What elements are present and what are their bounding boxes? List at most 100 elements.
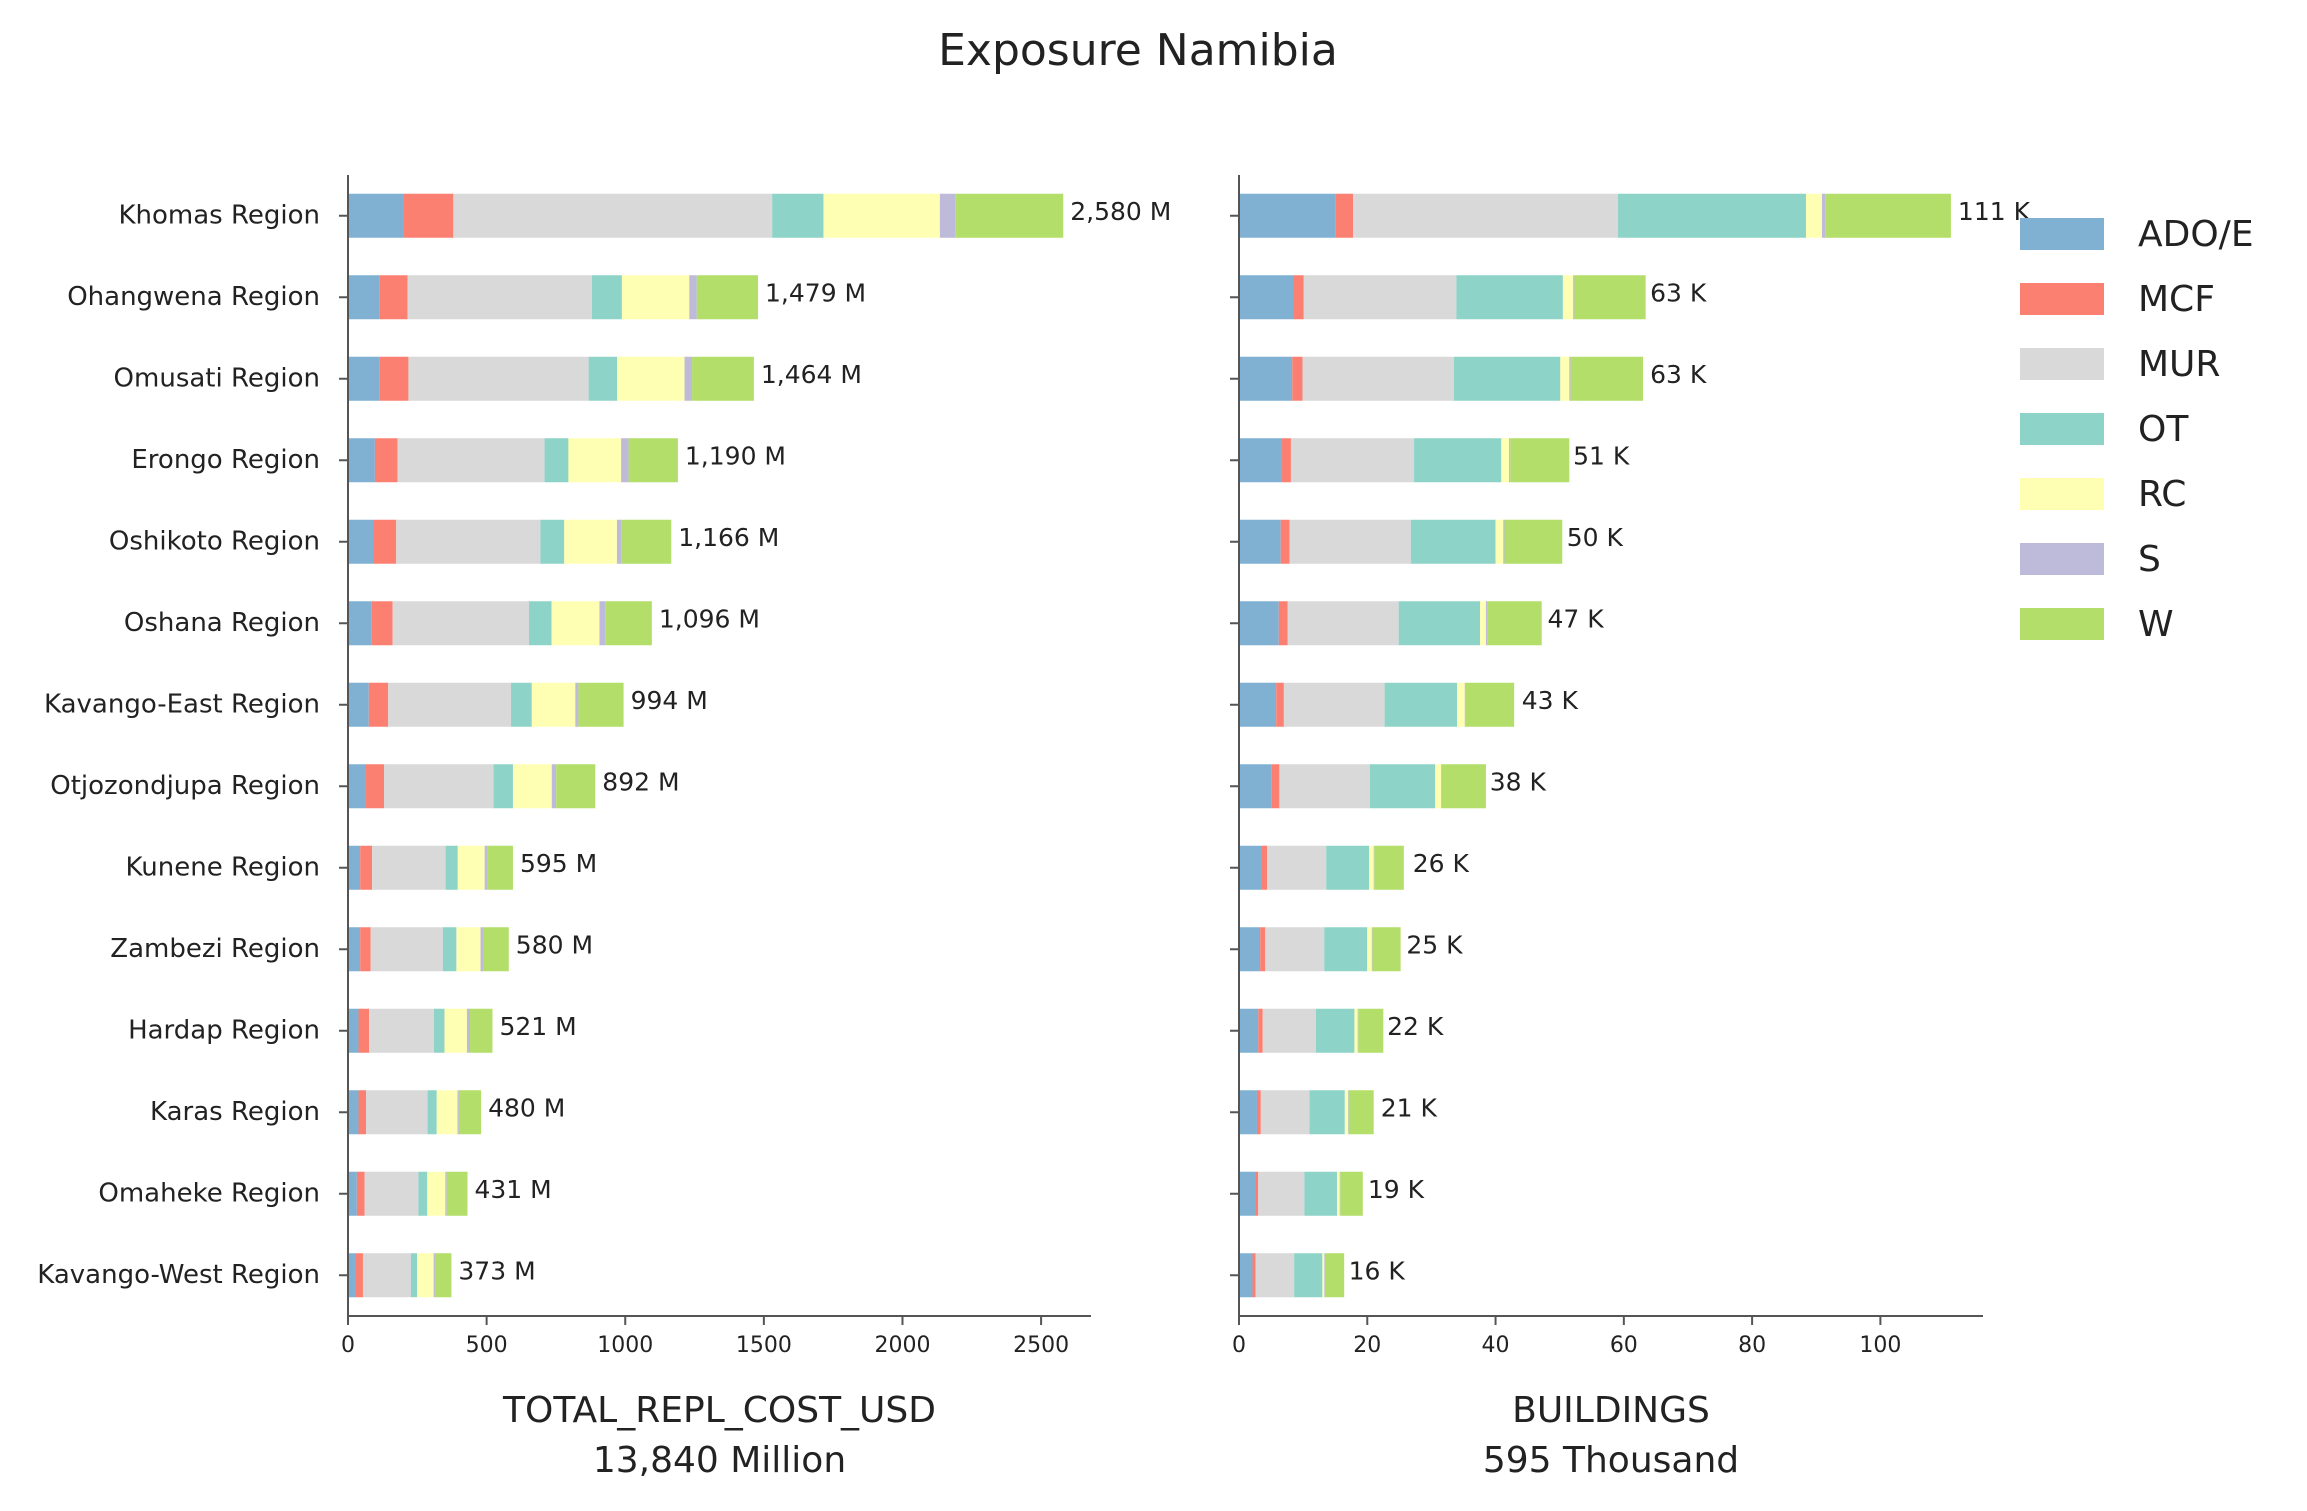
total-label: 19 K <box>1368 1175 1425 1204</box>
bar-segment <box>1239 438 1282 483</box>
x-axis-note: 595 Thousand <box>1483 1440 1739 1481</box>
bar-segment <box>458 1090 482 1135</box>
bar-segment <box>453 193 773 238</box>
y-tick-label: Kavango-West Region <box>37 1260 320 1290</box>
bar-segment <box>692 356 754 401</box>
bar-segment <box>348 1253 356 1298</box>
bar-segment <box>1348 1090 1374 1135</box>
bar-segment <box>1485 601 1488 646</box>
bar-segment <box>591 275 622 320</box>
bar-segment <box>1371 927 1373 972</box>
legend-label: MUR <box>2138 344 2220 385</box>
bar-segment <box>1239 519 1281 564</box>
bar-segment <box>1562 275 1574 320</box>
total-label: 2,580 M <box>1070 197 1171 226</box>
legend-swatch <box>2020 478 2104 510</box>
x-tick-label: 0 <box>341 1333 355 1358</box>
bar-segment <box>1267 845 1327 890</box>
bar-segment <box>1289 519 1411 564</box>
total-label: 63 K <box>1650 360 1707 389</box>
bar-segment <box>1276 682 1284 727</box>
bar-segment <box>628 438 678 483</box>
x-tick-label: 40 <box>1482 1333 1510 1358</box>
bar-segment <box>1239 275 1294 320</box>
x-tick-label: 0 <box>1232 1333 1246 1358</box>
bar-segment <box>456 927 481 972</box>
bar-segment <box>1322 1253 1325 1298</box>
bar-segment <box>1348 1090 1349 1135</box>
bar-segment <box>568 438 622 483</box>
bar-segment <box>1280 519 1290 564</box>
bar-segment <box>1398 601 1481 646</box>
total-label: 431 M <box>474 1175 551 1204</box>
y-tick-label: Omusati Region <box>114 363 320 393</box>
total-label: 595 M <box>520 849 597 878</box>
bar-segment <box>823 193 940 238</box>
bar-segment <box>379 275 408 320</box>
total-label: 38 K <box>1490 767 1547 796</box>
bar-segment <box>427 1090 437 1135</box>
bar-segment <box>445 1171 447 1216</box>
bar-segment <box>1569 356 1571 401</box>
bar-segment <box>1262 1008 1316 1053</box>
bar-segment <box>1573 275 1575 320</box>
bar-segment <box>397 438 545 483</box>
y-tick-label: Kunene Region <box>126 852 320 882</box>
bar-segment <box>1487 601 1542 646</box>
bar-segment <box>540 519 565 564</box>
bar-segment <box>1509 438 1511 483</box>
legend-label: OT <box>2138 409 2189 450</box>
bar-segment <box>578 682 624 727</box>
x-tick-label: 2000 <box>874 1333 930 1358</box>
bar-segment <box>1339 1171 1341 1216</box>
x-tick-label: 500 <box>466 1333 508 1358</box>
x-tick-label: 60 <box>1610 1333 1638 1358</box>
legend-label: ADO/E <box>2138 214 2254 255</box>
bar-segment <box>442 927 457 972</box>
bar-segment <box>1353 193 1619 238</box>
bar-segment <box>1501 438 1510 483</box>
bar-segment <box>1239 193 1336 238</box>
legend-label: S <box>2138 539 2161 580</box>
bar-segment <box>348 1008 359 1053</box>
bar-segment <box>417 1253 434 1298</box>
bar-segment <box>360 927 371 972</box>
bar-segment <box>1252 1253 1256 1298</box>
bar-segment <box>1324 1253 1345 1298</box>
bar-segment <box>348 438 375 483</box>
bar-segment <box>1570 356 1644 401</box>
bar-segment <box>1344 1090 1349 1135</box>
bar-segment <box>617 356 685 401</box>
bar-segment <box>1278 601 1288 646</box>
bar-segment <box>1239 682 1277 727</box>
bar-segment <box>396 519 541 564</box>
bar-segment <box>1260 927 1266 972</box>
bar-segment <box>1309 1090 1345 1135</box>
y-tick-label: Erongo Region <box>131 445 320 475</box>
bar-segment <box>689 275 697 320</box>
bar-segment <box>1369 764 1436 809</box>
x-tick-label: 2500 <box>1013 1333 1069 1358</box>
total-label: 373 M <box>458 1256 535 1285</box>
total-label: 892 M <box>602 767 679 796</box>
bar-segment <box>366 1090 428 1135</box>
bar-segment <box>433 1253 436 1298</box>
bar-segment <box>348 356 380 401</box>
bar-segment <box>1354 1008 1358 1053</box>
bar-segment <box>358 1008 370 1053</box>
bar-segment <box>1271 764 1280 809</box>
y-tick-label: Oshikoto Region <box>109 526 320 556</box>
bar-segment <box>955 193 1064 238</box>
bar-segment <box>388 682 512 727</box>
bar-segment <box>457 1090 459 1135</box>
bar-segment <box>355 1253 363 1298</box>
total-label: 26 K <box>1413 849 1470 878</box>
total-label: 63 K <box>1650 278 1707 307</box>
bar-segment <box>1574 275 1646 320</box>
bar-segment <box>445 845 458 890</box>
bar-segment <box>1324 1253 1325 1298</box>
bar-segment <box>621 519 672 564</box>
bar-segment <box>551 601 600 646</box>
y-tick-label: Ohangwena Region <box>67 282 320 312</box>
